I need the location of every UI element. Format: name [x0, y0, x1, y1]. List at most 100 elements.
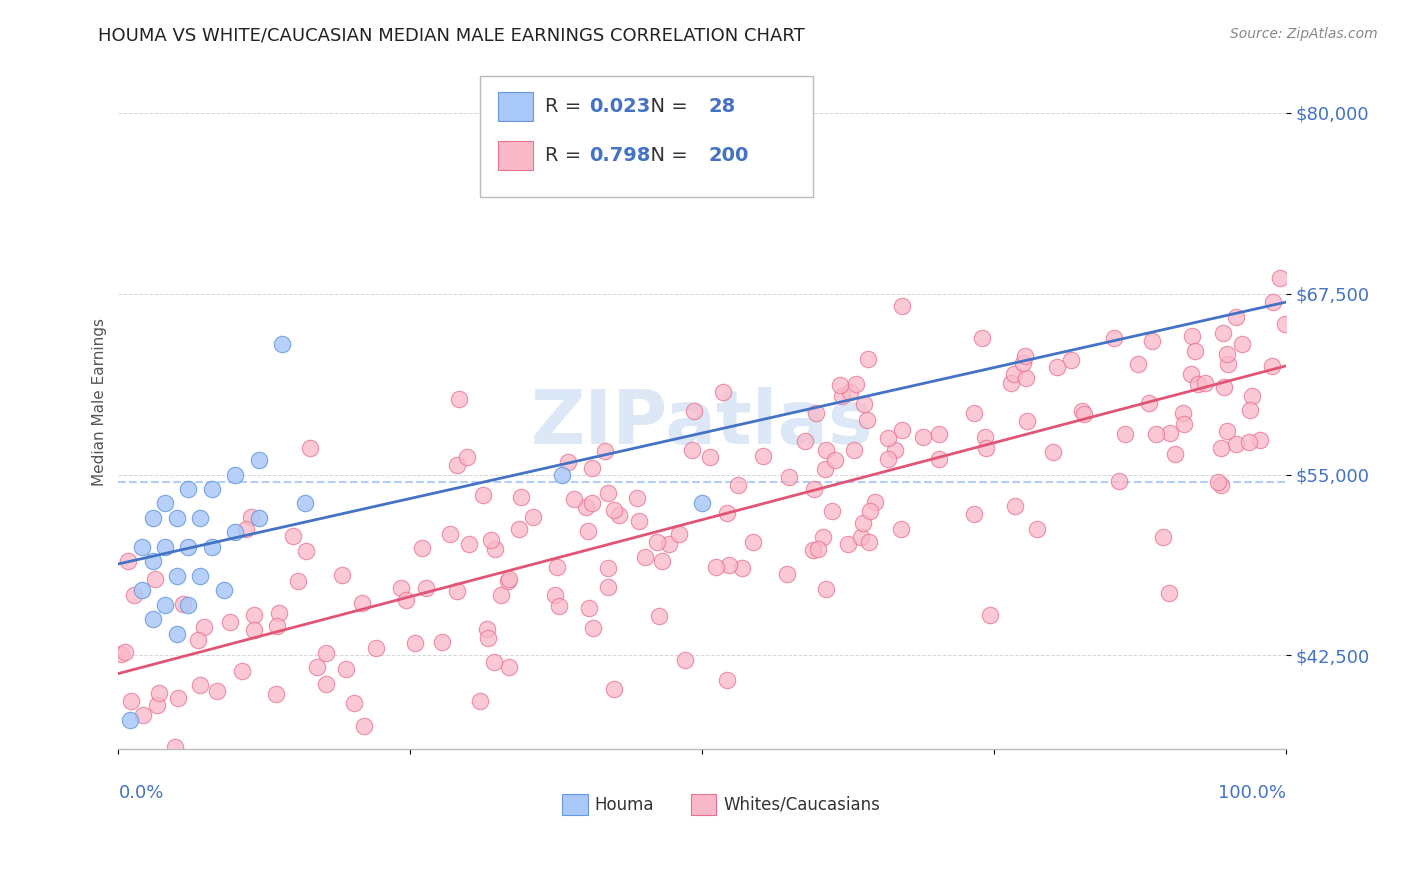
Point: [1164, 447, 1187, 461]
Point: [447, 392, 470, 406]
Point: [142, 612, 165, 626]
Point: [682, 404, 704, 418]
Point: [205, 684, 228, 698]
Point: [1004, 367, 1026, 381]
Point: [111, 749, 134, 764]
Text: N =: N =: [638, 145, 695, 165]
Point: [730, 561, 752, 575]
Point: [411, 541, 433, 556]
Point: [193, 620, 215, 634]
Point: [1180, 367, 1202, 381]
Point: [522, 509, 544, 524]
Text: Whites/Caucasians: Whites/Caucasians: [723, 796, 880, 814]
Text: HOUMA VS WHITE/CAUCASIAN MEDIAN MALE EARNINGS CORRELATION CHART: HOUMA VS WHITE/CAUCASIAN MEDIAN MALE EAR…: [98, 27, 806, 45]
Point: [146, 698, 169, 713]
Point: [976, 441, 998, 455]
Point: [837, 536, 859, 550]
Point: [231, 664, 253, 678]
Point: [793, 434, 815, 449]
Bar: [690, 795, 716, 815]
Text: 200: 200: [709, 145, 748, 165]
Text: R =: R =: [544, 145, 588, 165]
Point: [456, 450, 478, 465]
Point: [1004, 499, 1026, 513]
Point: [891, 423, 914, 437]
Point: [481, 533, 503, 547]
Point: [1187, 377, 1209, 392]
Point: [457, 537, 479, 551]
Point: [475, 622, 498, 636]
Point: [578, 524, 600, 539]
Point: [430, 635, 453, 649]
Text: Source: ZipAtlas.com: Source: ZipAtlas.com: [1230, 27, 1378, 41]
Point: [1184, 343, 1206, 358]
Point: [281, 528, 304, 542]
Point: [247, 453, 270, 467]
Point: [166, 511, 188, 525]
Point: [305, 660, 328, 674]
Point: [1114, 426, 1136, 441]
Point: [201, 540, 224, 554]
Point: [299, 441, 322, 455]
Point: [803, 482, 825, 496]
Point: [415, 581, 437, 595]
Point: [266, 619, 288, 633]
Point: [830, 378, 852, 392]
Point: [718, 558, 741, 572]
Point: [856, 352, 879, 367]
Point: [188, 568, 211, 582]
Point: [596, 560, 619, 574]
Point: [1140, 334, 1163, 348]
Point: [582, 621, 605, 635]
Text: R =: R =: [544, 97, 588, 116]
Point: [557, 455, 579, 469]
Point: [607, 508, 630, 522]
Point: [1073, 407, 1095, 421]
Point: [470, 694, 492, 708]
Point: [727, 478, 749, 492]
Point: [114, 645, 136, 659]
Point: [247, 511, 270, 525]
Point: [163, 740, 186, 755]
Point: [1045, 360, 1067, 375]
Point: [815, 442, 838, 457]
Point: [1209, 441, 1232, 455]
Point: [270, 337, 292, 351]
Point: [1181, 329, 1204, 343]
Point: [166, 626, 188, 640]
Point: [859, 504, 882, 518]
Point: [240, 509, 263, 524]
Point: [1171, 406, 1194, 420]
Point: [1159, 586, 1181, 600]
Point: [167, 690, 190, 705]
Text: 100.0%: 100.0%: [1218, 784, 1286, 802]
Point: [851, 530, 873, 544]
Point: [489, 588, 512, 602]
Point: [581, 460, 603, 475]
Point: [153, 540, 176, 554]
Point: [884, 443, 907, 458]
Point: [551, 467, 574, 482]
Point: [690, 496, 713, 510]
Point: [1060, 353, 1083, 368]
Point: [294, 496, 316, 510]
Point: [1152, 531, 1174, 545]
Point: [1206, 475, 1229, 490]
Point: [648, 609, 671, 624]
Point: [704, 560, 727, 574]
Point: [1144, 427, 1167, 442]
Point: [824, 453, 846, 467]
Text: 0.0%: 0.0%: [118, 784, 165, 802]
Point: [1173, 417, 1195, 431]
Point: [1211, 477, 1233, 491]
Point: [177, 540, 200, 554]
Point: [838, 384, 860, 399]
Bar: [562, 795, 588, 815]
Point: [602, 681, 624, 696]
Point: [1012, 356, 1035, 370]
Point: [509, 490, 531, 504]
Point: [811, 530, 834, 544]
Point: [235, 522, 257, 536]
Point: [1274, 317, 1296, 331]
Point: [1261, 295, 1284, 310]
